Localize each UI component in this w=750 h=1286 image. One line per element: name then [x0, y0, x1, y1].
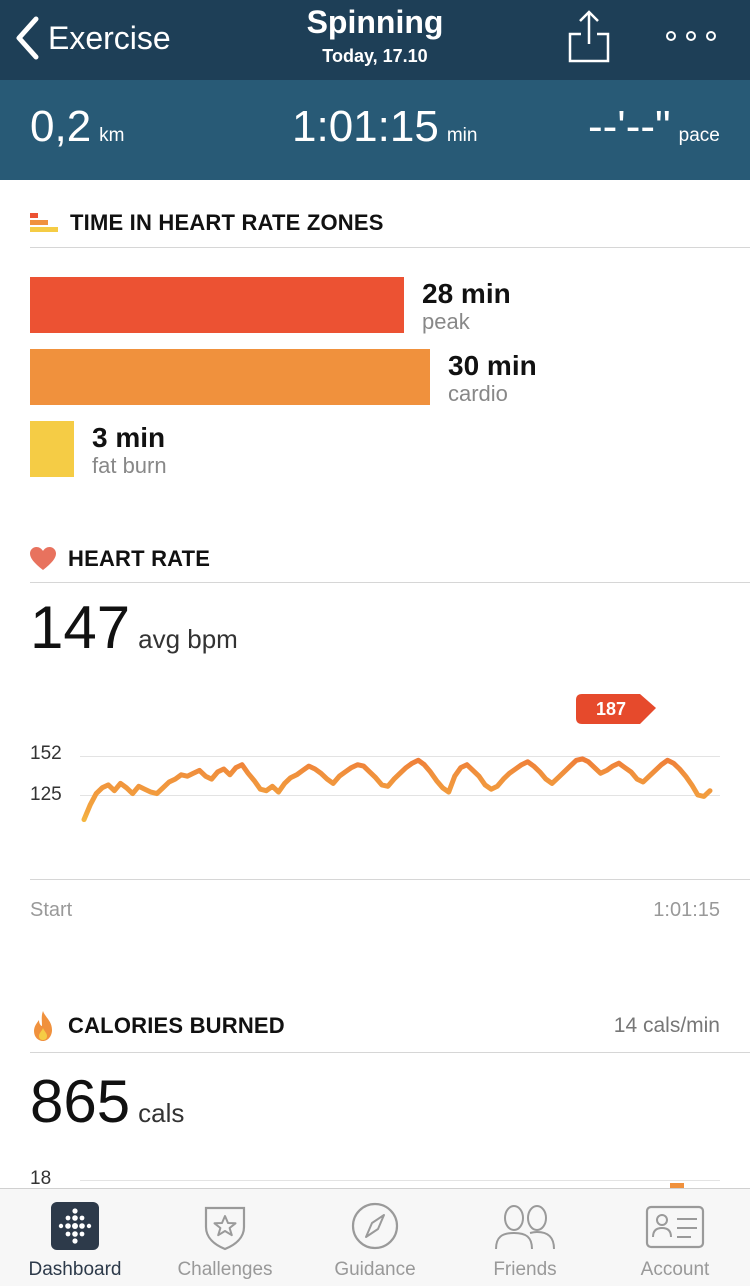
total-calories-unit: cals — [138, 1098, 185, 1128]
total-calories-value: 865 — [30, 1068, 131, 1135]
tab-friends[interactable]: Friends — [450, 1189, 600, 1286]
chevron-left-icon — [16, 16, 39, 60]
cardio-zone-bar — [30, 349, 430, 405]
page-title: Spinning — [306, 4, 444, 40]
fatburn-zone-bar — [30, 421, 74, 477]
share-icon[interactable] — [568, 8, 610, 64]
divider — [30, 247, 750, 248]
bottom-tab-bar: Dashboard Challenges Guidance Friends — [0, 1188, 750, 1286]
zones-header: TIME IN HEART RATE ZONES — [30, 210, 750, 236]
friends-icon — [495, 1205, 555, 1250]
divider — [30, 1052, 750, 1053]
tab-account[interactable]: Account — [600, 1189, 750, 1286]
chart-end-label: 1:01:15 — [653, 899, 720, 921]
zones-icon — [30, 213, 58, 232]
gridline — [80, 1180, 720, 1181]
heart-rate-chart: 187 — [81, 694, 713, 823]
back-button[interactable]: Exercise — [14, 10, 171, 66]
calories-y-tick: 18 — [30, 1168, 52, 1189]
tab-label: Account — [640, 1259, 710, 1280]
heart-rate-series-line — [81, 756, 713, 823]
dot-icon — [706, 31, 716, 41]
peak-zone-value: 28 min — [422, 278, 511, 309]
calories-bar — [670, 1183, 684, 1188]
dot-icon — [666, 31, 676, 41]
cardio-zone-label: cardio — [448, 381, 508, 406]
distance-unit: km — [99, 125, 125, 146]
summary-stats-bar: 0,2 km 1:01:15 min --'--" pace — [0, 80, 750, 180]
calories-title: CALORIES BURNED — [68, 1013, 285, 1038]
dot-icon — [686, 31, 696, 41]
heart-rate-header: HEART RATE — [30, 546, 750, 572]
fatburn-zone-text: 3 min fat burn — [92, 423, 167, 479]
zones-title: TIME IN HEART RATE ZONES — [70, 210, 384, 235]
dashboard-icon — [51, 1202, 99, 1250]
fatburn-zone-value: 3 min — [92, 422, 166, 453]
tab-dashboard[interactable]: Dashboard — [0, 1189, 150, 1286]
compass-icon — [351, 1202, 399, 1250]
max-heart-rate-value: 187 — [596, 699, 626, 719]
cardio-zone-text: 30 min cardio — [448, 351, 537, 407]
pace-unit: pace — [678, 125, 720, 146]
tab-label: Guidance — [334, 1259, 416, 1280]
heart-icon — [30, 547, 56, 570]
calories-header: CALORIES BURNED — [30, 1010, 750, 1042]
pace-value: --'--" — [588, 102, 671, 151]
duration-value: 1:01:15 — [292, 102, 439, 151]
tab-guidance[interactable]: Guidance — [300, 1189, 450, 1286]
fatburn-zone-label: fat burn — [92, 453, 167, 478]
account-card-icon — [645, 1205, 705, 1249]
heart-rate-title: HEART RATE — [68, 546, 211, 571]
more-options-icon[interactable] — [666, 26, 722, 46]
avg-heart-rate-value: 147 — [30, 594, 131, 661]
gridline — [80, 756, 720, 757]
back-label: Exercise — [48, 19, 171, 56]
chart-start-label: Start — [30, 899, 73, 921]
max-heart-rate-badge: 187 — [576, 694, 656, 724]
duration-stat: 1:01:15 min — [292, 102, 477, 152]
chart-baseline — [30, 879, 750, 880]
tab-label: Challenges — [177, 1259, 273, 1280]
divider — [30, 582, 750, 583]
total-calories: 865 cals — [30, 1072, 184, 1143]
peak-zone-label: peak — [422, 309, 470, 334]
avg-heart-rate: 147 avg bpm — [30, 598, 238, 669]
peak-zone-bar — [30, 277, 404, 333]
tab-label: Dashboard — [28, 1259, 122, 1280]
peak-zone-text: 28 min peak — [422, 279, 511, 335]
gridline — [80, 795, 720, 796]
distance-value: 0,2 — [30, 102, 92, 151]
y-tick-label: 152 — [30, 743, 62, 764]
pace-stat: --'--" pace — [588, 102, 720, 152]
flame-icon — [34, 1011, 52, 1041]
calories-rate: 14 cals/min — [613, 1014, 720, 1037]
distance-stat: 0,2 km — [30, 102, 125, 152]
page-subtitle: Today, 17.10 — [322, 46, 428, 66]
y-tick-label: 125 — [30, 784, 62, 805]
nav-bar: Exercise Spinning Today, 17.10 — [0, 0, 750, 80]
cardio-zone-value: 30 min — [448, 350, 537, 381]
avg-heart-rate-unit: avg bpm — [138, 624, 238, 654]
tab-challenges[interactable]: Challenges — [150, 1189, 300, 1286]
star-badge-icon — [204, 1206, 246, 1251]
duration-unit: min — [446, 125, 478, 146]
tab-label: Friends — [493, 1259, 557, 1280]
